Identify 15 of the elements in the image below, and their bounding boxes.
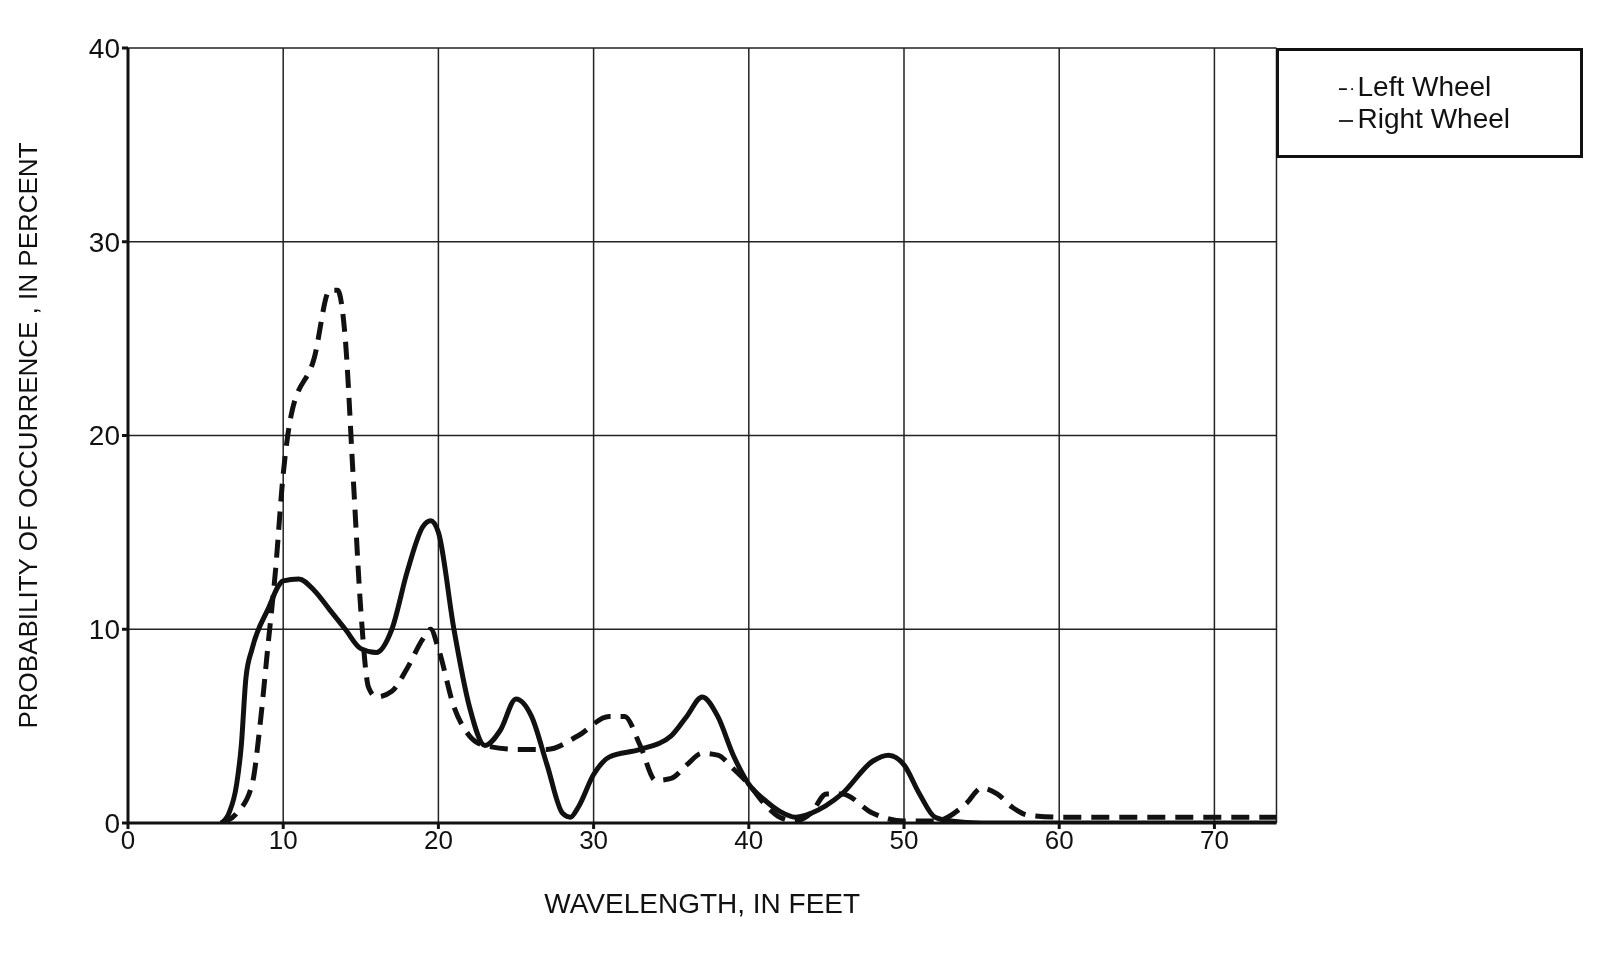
legend-label: Right Wheel [1357, 103, 1510, 134]
x-tick-label: 30 [579, 825, 609, 856]
legend-label: Left Wheel [1357, 71, 1492, 102]
x-axis-title: WAVELENGTH, IN FEET [544, 888, 861, 919]
y-axis-title: PROBABILITY OF OCCURRENCE , IN PERCENT [13, 142, 44, 729]
x-tick-label: 60 [1044, 825, 1074, 856]
y-tick-label: 20 [88, 420, 120, 452]
x-tick-label: 40 [734, 825, 764, 856]
y-tick-label: 30 [88, 226, 120, 258]
x-tick-label: 10 [268, 825, 298, 856]
x-tick-label: 50 [889, 825, 919, 856]
x-tick-label: 20 [423, 825, 453, 856]
x-tick-label: 70 [1199, 825, 1229, 856]
y-tick-label: 40 [88, 32, 120, 64]
y-tick-label: 10 [88, 614, 120, 646]
